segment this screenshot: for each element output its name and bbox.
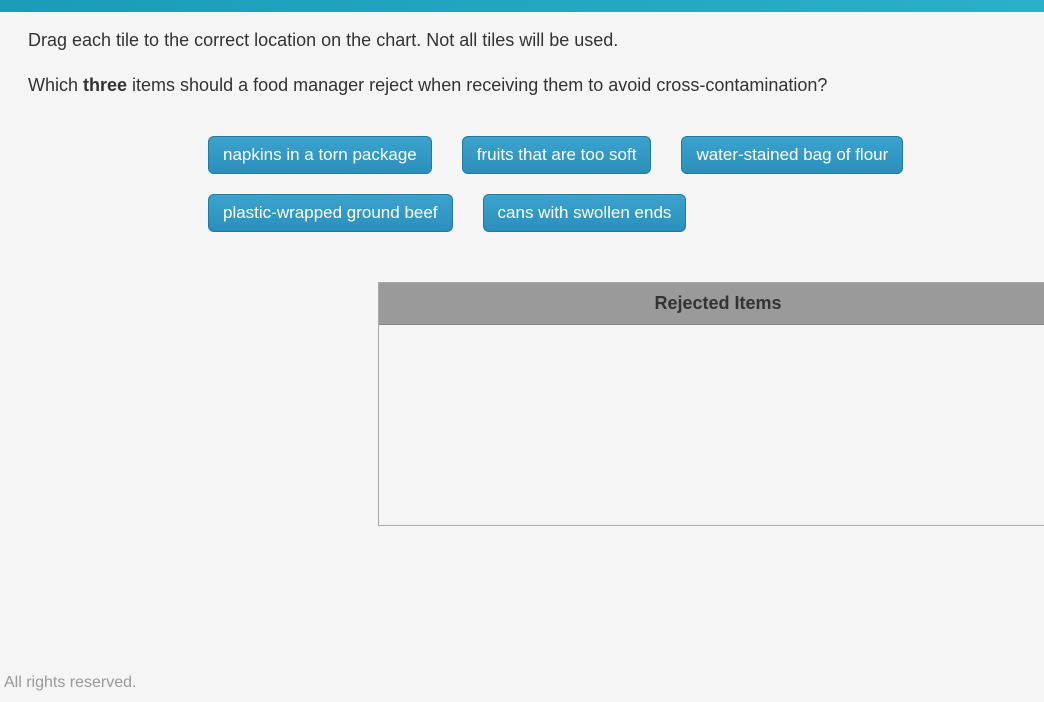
top-accent-bar xyxy=(0,0,1044,12)
chart-wrap: Rejected Items xyxy=(28,282,1016,526)
drop-chart: Rejected Items xyxy=(378,282,1044,526)
tile-row-1: napkins in a torn package fruits that ar… xyxy=(208,136,1006,174)
footer-text: All rights reserved. xyxy=(0,674,137,692)
content-area: Drag each tile to the correct location o… xyxy=(0,12,1044,526)
tile-flour[interactable]: water-stained bag of flour xyxy=(681,136,903,174)
tile-beef[interactable]: plastic-wrapped ground beef xyxy=(208,194,453,232)
tile-fruits[interactable]: fruits that are too soft xyxy=(462,136,652,174)
instruction-text: Drag each tile to the correct location o… xyxy=(28,30,1016,51)
question-prefix: Which xyxy=(28,75,83,95)
question-text: Which three items should a food manager … xyxy=(28,75,1016,96)
chart-header: Rejected Items xyxy=(379,283,1044,325)
tile-row-2: plastic-wrapped ground beef cans with sw… xyxy=(208,194,1006,232)
question-bold: three xyxy=(83,75,127,95)
tiles-area: napkins in a torn package fruits that ar… xyxy=(28,136,1016,232)
question-suffix: items should a food manager reject when … xyxy=(127,75,827,95)
tile-cans[interactable]: cans with swollen ends xyxy=(483,194,687,232)
chart-drop-zone[interactable] xyxy=(379,325,1044,525)
tile-napkins[interactable]: napkins in a torn package xyxy=(208,136,432,174)
